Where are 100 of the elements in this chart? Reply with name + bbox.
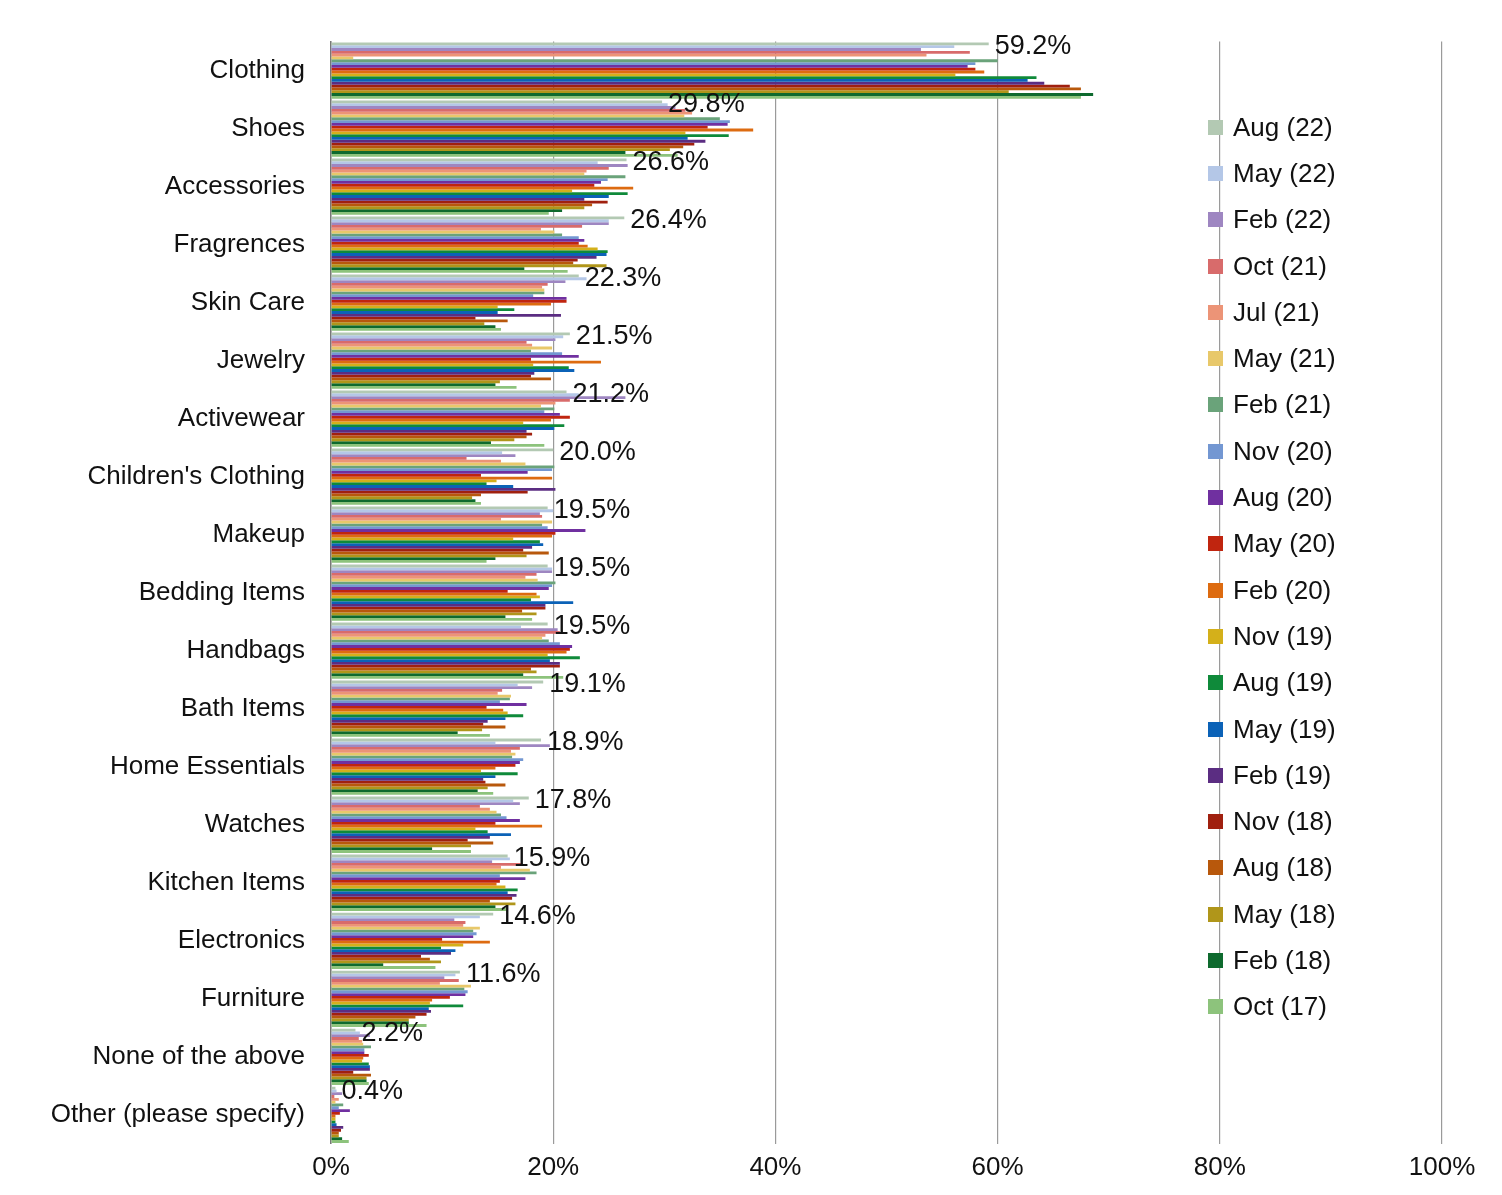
data-label: 22.3% (584, 262, 662, 293)
y-tick-label: Kitchen Items (147, 865, 305, 896)
bar (331, 824, 543, 828)
bar (331, 905, 496, 909)
bar (331, 258, 578, 262)
bar (331, 282, 548, 286)
bar (331, 148, 670, 152)
bar (331, 79, 1028, 82)
bar (331, 385, 517, 389)
data-label: 20.0% (559, 436, 636, 467)
bar (331, 125, 708, 129)
bar (331, 517, 501, 521)
legend-label: Nov (20) (1233, 435, 1333, 467)
bar (331, 456, 467, 460)
bar (331, 573, 537, 576)
bar (331, 1109, 350, 1112)
bar (331, 277, 587, 281)
bar (331, 540, 540, 544)
x-tick-label: 0% (312, 1150, 350, 1181)
bar (331, 349, 531, 353)
bar (331, 830, 488, 834)
bar (331, 717, 506, 720)
bar (331, 554, 527, 558)
y-tick-label: Furniture (200, 981, 305, 1012)
bar (331, 236, 579, 240)
bar (331, 48, 921, 51)
bar (331, 195, 609, 198)
bar (331, 490, 528, 494)
bar (331, 239, 585, 242)
bar (331, 642, 560, 646)
bar (331, 703, 527, 706)
y-tick-label: Handbags (186, 633, 305, 664)
y-tick-label: Fragrences (173, 227, 305, 258)
bar (331, 441, 491, 444)
bar (331, 1140, 349, 1143)
bar (331, 937, 443, 941)
x-tick-label: 80% (1193, 1150, 1246, 1181)
bar (331, 575, 526, 579)
x-tick-label: 60% (971, 1150, 1024, 1181)
bar (331, 45, 955, 49)
bar (331, 371, 535, 375)
bar (331, 410, 545, 414)
bar (331, 548, 524, 552)
y-tick-label: Skin Care (190, 285, 305, 316)
bar (331, 343, 533, 347)
bar (331, 398, 570, 402)
bar (331, 960, 441, 964)
bar (331, 487, 556, 491)
bar (331, 338, 556, 341)
bar (331, 888, 518, 892)
bar (331, 1012, 427, 1016)
bar (331, 792, 494, 795)
bar (331, 805, 480, 808)
bar (331, 311, 498, 314)
bar (331, 64, 968, 68)
bar (331, 683, 518, 687)
bar (331, 747, 520, 750)
bar (331, 158, 627, 162)
bar (331, 819, 520, 822)
y-tick-label: Other (please specify) (50, 1097, 305, 1128)
bar (331, 589, 508, 593)
bar (331, 340, 527, 344)
data-label: 26.6% (632, 146, 710, 177)
bar (331, 625, 521, 629)
bar (331, 601, 574, 604)
bar (331, 766, 496, 770)
bar (331, 67, 976, 71)
legend-label: Feb (18) (1233, 944, 1332, 976)
data-label: 19.1% (549, 668, 626, 699)
y-tick-label: None of the above (92, 1039, 305, 1070)
legend-label: Feb (19) (1233, 759, 1332, 791)
bar (331, 264, 607, 268)
bar (331, 267, 525, 270)
data-label: 59.2% (994, 30, 1072, 61)
bar (331, 946, 441, 950)
bar (331, 161, 598, 165)
bar (331, 761, 520, 764)
bar (331, 151, 626, 154)
bar (331, 305, 498, 309)
bar (331, 719, 488, 723)
y-tick-label: Jewelry (216, 343, 305, 374)
legend-label: Nov (19) (1233, 620, 1333, 652)
bar (331, 206, 585, 210)
bar (331, 1053, 369, 1057)
bar (331, 689, 503, 692)
x-tick-label: 100% (1408, 1150, 1476, 1181)
y-tick-label: Makeup (212, 517, 305, 548)
bar (331, 966, 436, 969)
bar (331, 183, 595, 187)
legend-label: May (19) (1233, 713, 1336, 745)
y-tick-label: Watches (204, 807, 305, 838)
bar (331, 90, 1009, 94)
bar (331, 325, 496, 328)
bar (331, 802, 520, 806)
data-label: 21.2% (572, 378, 650, 409)
bar (331, 189, 573, 193)
legend-label: May (22) (1233, 157, 1336, 189)
bar (331, 973, 456, 977)
bar (331, 438, 515, 442)
bar (331, 59, 998, 63)
